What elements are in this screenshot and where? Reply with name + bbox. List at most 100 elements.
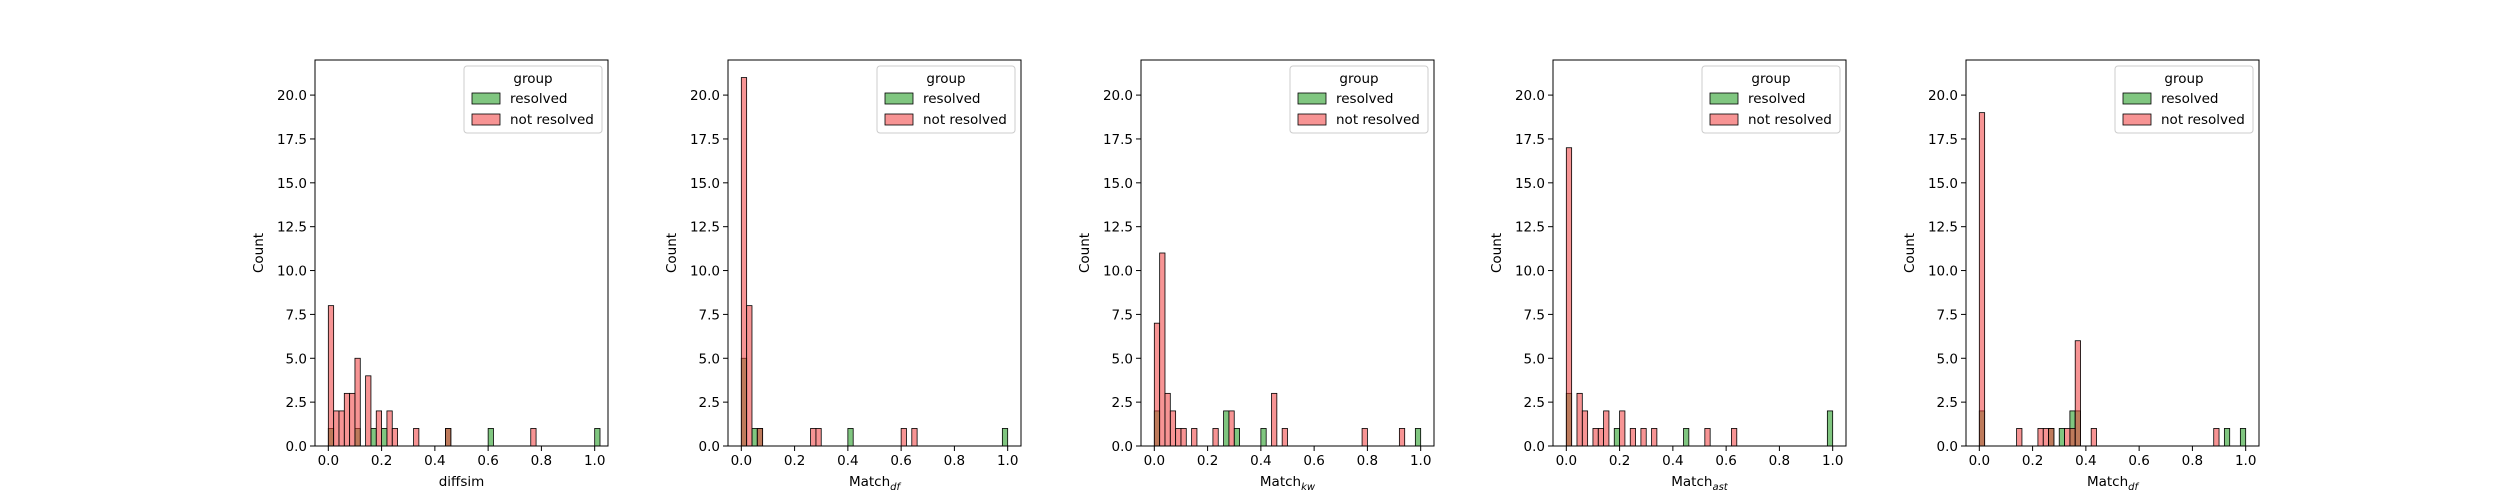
hist-bar [343,392,351,447]
x-tick-label: 0.2 [784,453,805,469]
x-tick-label: 0.4 [2075,453,2096,469]
y-tick-label: 17.5 [1103,132,1133,148]
legend: group resolved not resolved [1701,65,1841,134]
x-tick-label: 0.6 [2128,453,2149,469]
hist-bar [1651,428,1658,447]
hist-bar [1565,147,1573,447]
y-axis-label: Count [1489,233,1505,273]
legend-swatch [1709,92,1739,105]
x-tick-label: 0.6 [890,453,911,469]
y-tick-label: 17.5 [690,132,720,148]
hist-bar [2223,428,2231,447]
hist-bar [2074,340,2081,447]
y-tick-label: 17.5 [277,132,307,148]
y-tick-label: 0.0 [699,439,720,455]
y-tick-label: 2.5 [699,395,720,411]
hist-bar [354,357,361,447]
y-tick-label: 17.5 [1515,132,1545,148]
x-tick-label: 0.0 [731,453,752,469]
x-tick-label: 1.0 [997,453,1018,469]
legend-swatch [1297,92,1327,105]
legend-title: group [1751,71,1790,87]
y-tick-label: 0.0 [1937,439,1958,455]
hist-bar [746,305,753,447]
hist-bar [445,428,452,447]
hist-bar [1361,428,1368,447]
hist-bar [810,428,817,447]
hist-bar [911,428,918,447]
y-tick-label: 12.5 [277,220,307,236]
y-tick-label: 0.0 [1112,439,1133,455]
hist-bar [375,410,382,447]
x-axis-label: Matchdf [849,474,902,493]
hist-bar [2213,428,2220,447]
legend-entry: not resolved [2161,112,2245,128]
hist-bar [1281,428,1288,447]
y-tick-label: 10.0 [277,264,307,280]
subplot-4: 0.0 0.2 0.4 0.6 0.8 1.0 0.0 2.5 5.0 7.5 10.0 12.5 15… [1489,59,1847,493]
x-tick-label: 0.4 [837,453,858,469]
hist-bar [349,392,356,447]
legend-entry: resolved [2161,91,2218,107]
y-tick-label: 5.0 [1112,351,1133,367]
hist-bar [1414,428,1422,447]
y-tick-label: 15.0 [1103,176,1133,192]
x-tick-label: 0.0 [318,453,339,469]
hist-bar [1271,392,1278,447]
x-axis-label: diffsim [439,474,485,490]
x-tick-label: 0.2 [1197,453,1218,469]
y-tick-label: 5.0 [1524,351,1545,367]
y-tick-label: 10.0 [1103,264,1133,280]
hist-bar [1629,428,1636,447]
hist-bar [1576,392,1583,447]
x-tick-label: 1.0 [1822,453,1843,469]
x-tick-label: 0.6 [1715,453,1736,469]
legend-entry: resolved [1748,91,1805,107]
hist-bar [1581,410,1589,447]
y-axis-label: Count [1902,233,1918,273]
axes-frame [1965,59,2260,447]
y-tick-label: 5.0 [699,351,720,367]
hist-bar [1640,428,1647,447]
x-tick-label: 1.0 [2235,453,2256,469]
hist-bar [338,410,345,447]
hist-bar [1683,428,1690,447]
y-tick-label: 12.5 [1928,220,1958,236]
y-tick-label: 15.0 [1515,176,1545,192]
subplot-3: 0.0 0.2 0.4 0.6 0.8 1.0 0.0 2.5 5.0 7.5 10.0 12.5 15… [1077,59,1435,493]
legend: group resolved not resolved [876,65,1016,134]
y-axis-label: Count [1077,233,1093,273]
x-tick-label: 0.8 [2182,453,2203,469]
y-tick-label: 15.0 [1928,176,1958,192]
x-axis-label: Matchast [1671,474,1729,493]
hist-bar [2064,428,2071,447]
x-tick-label: 0.6 [477,453,498,469]
hist-bar [2069,428,2076,447]
hist-bar [1228,410,1235,447]
hist-bar [327,305,335,447]
legend-title: group [926,71,965,87]
y-tick-label: 17.5 [1928,132,1958,148]
legend-swatch [1297,113,1327,126]
x-tick-label: 1.0 [1410,453,1431,469]
legend-swatch [471,113,501,126]
hist-bar [381,428,388,447]
y-tick-label: 20.0 [1515,88,1545,104]
x-axis-label: Matchkw [1260,474,1316,493]
legend-entry: not resolved [1748,112,1832,128]
legend-entry: not resolved [1336,112,1420,128]
y-tick-label: 0.0 [286,439,307,455]
hist-bar [1191,428,1198,447]
axes-frame [727,59,1022,447]
hist-bar [1704,428,1711,447]
axes-frame [314,59,609,447]
hist-bar [530,428,537,447]
hist-bar [2239,428,2247,447]
y-tick-label: 2.5 [1524,395,1545,411]
hist-bar [1159,252,1166,447]
hist-bar [1175,428,1182,447]
y-tick-label: 5.0 [1937,351,1958,367]
y-tick-label: 5.0 [286,351,307,367]
